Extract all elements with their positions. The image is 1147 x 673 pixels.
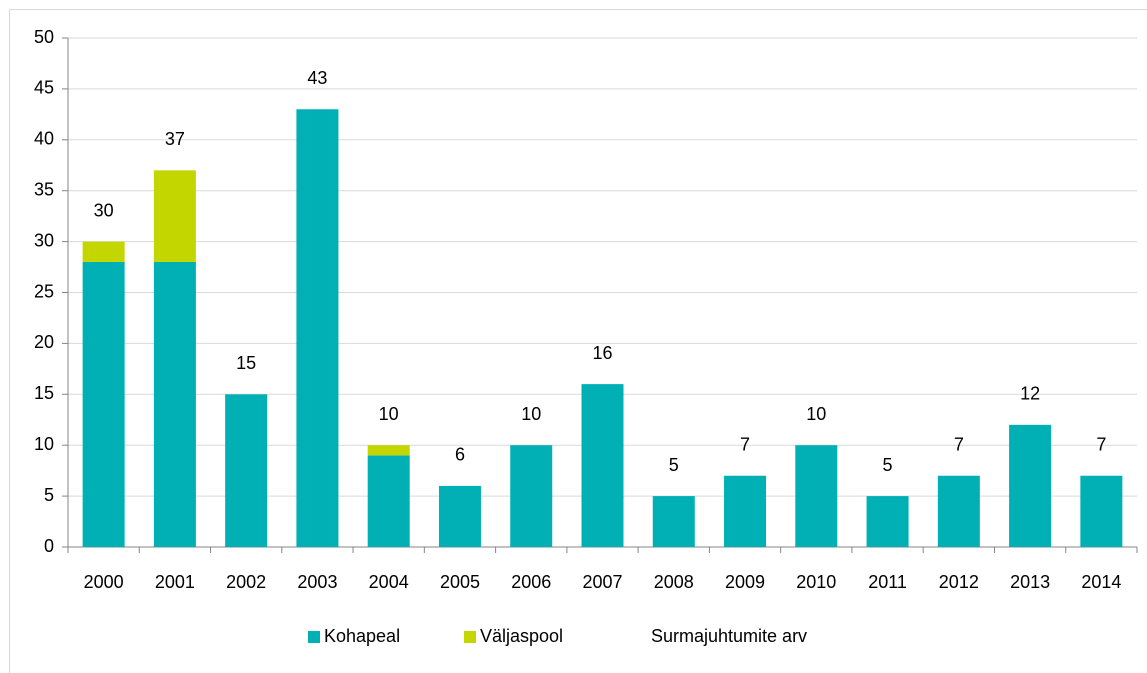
x-tick-label: 2004 <box>369 572 409 592</box>
y-tick-label: 40 <box>34 129 54 149</box>
bar <box>510 445 553 547</box>
bar <box>652 496 695 547</box>
data-label: 7 <box>1096 434 1106 454</box>
data-label: 10 <box>379 404 399 424</box>
bar <box>225 394 268 547</box>
y-tick-label: 50 <box>34 27 54 47</box>
legend-swatch <box>308 631 320 643</box>
y-tick-label: 45 <box>34 78 54 98</box>
data-label: 15 <box>236 353 256 373</box>
bar <box>82 261 125 547</box>
data-label: 10 <box>521 404 541 424</box>
y-tick-label: 35 <box>34 179 54 199</box>
y-tick-label: 5 <box>44 485 54 505</box>
x-tick-label: 2010 <box>796 572 836 592</box>
x-tick-label: 2003 <box>297 572 337 592</box>
bar <box>795 445 838 547</box>
data-label: 10 <box>806 404 826 424</box>
data-label: 16 <box>592 343 612 363</box>
bar <box>438 485 481 547</box>
x-tick-label: 2009 <box>725 572 765 592</box>
bar <box>367 455 410 547</box>
legend-label: Surmajuhtumite arv <box>651 626 807 646</box>
bar <box>1009 424 1052 547</box>
data-label: 7 <box>954 434 964 454</box>
data-label: 7 <box>740 434 750 454</box>
bar <box>581 384 624 547</box>
data-label: 12 <box>1020 384 1040 404</box>
y-tick-label: 15 <box>34 383 54 403</box>
bar <box>937 475 980 547</box>
data-label: 37 <box>165 129 185 149</box>
legend-label: Kohapeal <box>324 626 400 646</box>
bar <box>724 475 767 547</box>
chart-frame <box>9 9 1147 673</box>
bar <box>153 170 196 262</box>
data-label: 6 <box>455 445 465 465</box>
data-label: 5 <box>883 455 893 475</box>
x-tick-label: 2002 <box>226 572 266 592</box>
y-tick-label: 30 <box>34 230 54 250</box>
x-tick-label: 2005 <box>440 572 480 592</box>
legend-label: Väljaspool <box>480 626 563 646</box>
y-tick-label: 0 <box>44 536 54 556</box>
x-tick-label: 2000 <box>84 572 124 592</box>
x-tick-label: 2011 <box>868 572 907 592</box>
x-tick-label: 2007 <box>582 572 622 592</box>
y-tick-label: 20 <box>34 332 54 352</box>
x-tick-label: 2001 <box>155 572 195 592</box>
bar <box>82 241 125 262</box>
data-label: 30 <box>94 200 114 220</box>
data-label: 5 <box>669 455 679 475</box>
x-tick-label: 2012 <box>939 572 979 592</box>
x-tick-label: 2006 <box>511 572 551 592</box>
y-tick-label: 25 <box>34 281 54 301</box>
x-tick-label: 2008 <box>654 572 694 592</box>
y-tick-label: 10 <box>34 434 54 454</box>
bar <box>153 261 196 547</box>
x-tick-label: 2013 <box>1010 572 1050 592</box>
bar <box>1080 475 1123 547</box>
bar <box>367 445 410 456</box>
data-label: 43 <box>307 68 327 88</box>
bar <box>866 496 909 547</box>
legend-swatch <box>464 631 476 643</box>
bar <box>296 109 339 547</box>
x-tick-label: 2014 <box>1081 572 1121 592</box>
